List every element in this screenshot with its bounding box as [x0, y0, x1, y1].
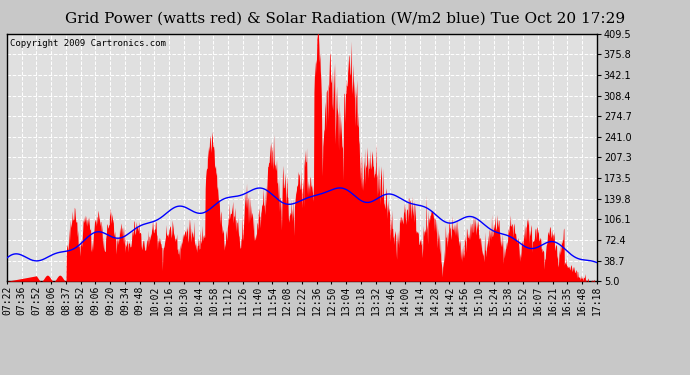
Text: Copyright 2009 Cartronics.com: Copyright 2009 Cartronics.com	[10, 39, 166, 48]
Text: Grid Power (watts red) & Solar Radiation (W/m2 blue) Tue Oct 20 17:29: Grid Power (watts red) & Solar Radiation…	[65, 11, 625, 25]
